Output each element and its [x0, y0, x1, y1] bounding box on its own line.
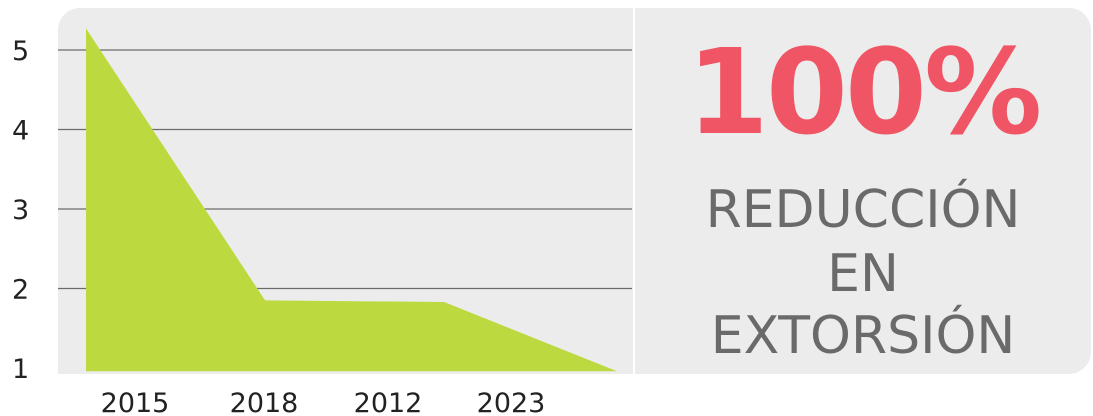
y-tick-label-3: 3 [12, 195, 29, 226]
y-axis-ticks: 1 2 3 4 5 [12, 36, 29, 385]
y-tick-label-5: 5 [12, 36, 29, 67]
stat-value: 100% [686, 23, 1043, 161]
x-tick-label-2012: 2012 [354, 388, 423, 416]
area-fill [86, 28, 617, 372]
stat-panel: 100% REDUCCIÓN EN EXTORSIÓN [635, 8, 1091, 374]
x-tick-label-2023: 2023 [477, 388, 546, 416]
stat-label-line-1: REDUCCIÓN [705, 180, 1021, 240]
x-tick-label-2018: 2018 [230, 388, 299, 416]
stat-label-line-2: EN [827, 244, 899, 304]
x-tick-label-2015: 2015 [101, 388, 170, 416]
area-series [86, 28, 617, 372]
y-tick-label-1: 1 [12, 354, 29, 385]
y-tick-label-2: 2 [12, 275, 29, 306]
stat-label-line-3: EXTORSIÓN [710, 306, 1016, 366]
x-axis-ticks: 2015 2018 2012 2023 [101, 388, 546, 416]
y-tick-label-4: 4 [12, 116, 29, 147]
